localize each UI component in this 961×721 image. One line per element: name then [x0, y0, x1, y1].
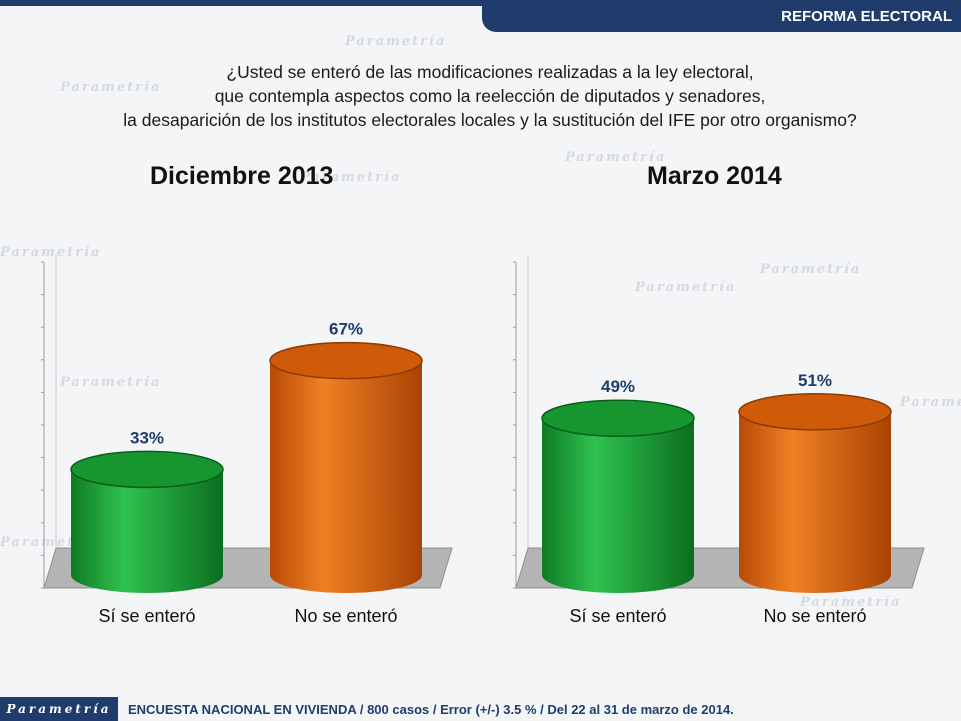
bar-body — [542, 418, 694, 593]
bar-body — [270, 360, 422, 593]
bar-no-se-entero — [738, 393, 892, 593]
data-label: 51% — [798, 371, 832, 390]
question-line: que contempla aspectos como la reelecció… — [214, 86, 766, 106]
bar-top — [70, 450, 224, 489]
category-label: No se enteró — [763, 606, 866, 626]
bar-no-se-entero — [269, 341, 423, 593]
bar-si-se-entero — [70, 450, 224, 593]
section-title: REFORMA ELECTORAL — [781, 8, 952, 25]
survey-footnote: ENCUESTA NACIONAL EN VIVIENDA / 800 caso… — [128, 702, 734, 717]
chart-title-dec-2013: Diciembre 2013 — [150, 162, 334, 190]
category-label: No se enteró — [294, 606, 397, 626]
survey-question: ¿Usted se enteró de las modificaciones r… — [60, 60, 920, 132]
bar-top — [269, 341, 423, 380]
section-tab: REFORMA ELECTORAL — [482, 0, 961, 32]
chart-panel: 33% Sí se enteró 67% No se enteró — [41, 255, 453, 626]
data-label: 67% — [329, 320, 363, 339]
data-label: 33% — [130, 428, 164, 447]
data-label: 49% — [601, 377, 635, 396]
question-line: la desaparición de los institutos electo… — [123, 110, 857, 130]
category-label: Sí se enteró — [569, 606, 666, 626]
bar-si-se-entero — [541, 399, 695, 593]
bar-top — [738, 393, 892, 431]
bar-top — [541, 399, 695, 437]
chart-panel: 49% Sí se enteró 51% No se enteró — [513, 255, 925, 626]
bar-body — [739, 411, 891, 593]
chart-title-mar-2014: Marzo 2014 — [647, 162, 782, 190]
top-bar — [0, 0, 961, 6]
parametria-logo: Parametría — [0, 697, 118, 721]
question-line: ¿Usted se enteró de las modificaciones r… — [226, 62, 754, 82]
bar-body — [71, 469, 223, 593]
category-label: Sí se enteró — [98, 606, 195, 626]
